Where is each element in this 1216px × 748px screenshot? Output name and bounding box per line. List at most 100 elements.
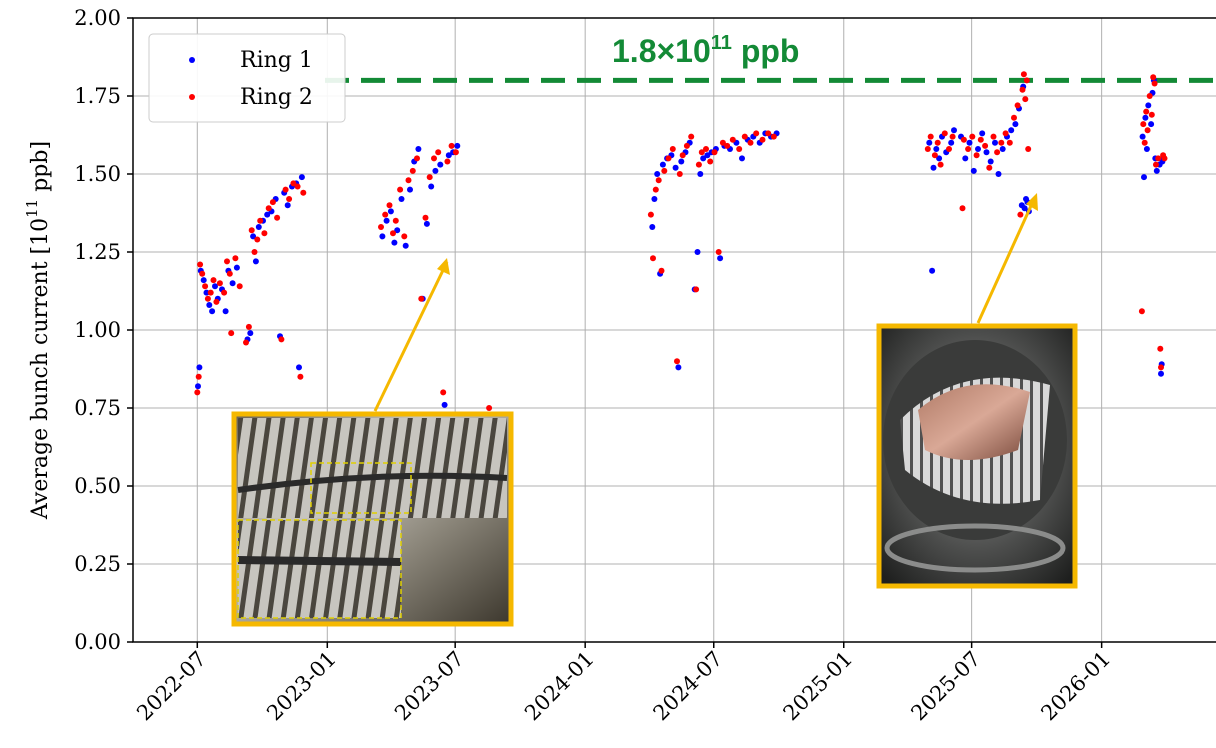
x-tick-label: 2023-01 <box>262 647 341 726</box>
point-ring-2 <box>282 186 289 193</box>
x-tick-label: 2024-01 <box>520 647 599 726</box>
point-ring-2 <box>236 283 243 290</box>
point-ring-2 <box>1138 308 1145 315</box>
point-ring-2 <box>435 149 442 156</box>
point-ring-1 <box>1139 133 1146 140</box>
point-ring-2 <box>297 373 304 380</box>
inset-photo-right <box>876 193 1078 589</box>
point-ring-2 <box>729 136 736 143</box>
point-ring-2 <box>1014 102 1021 109</box>
point-ring-2 <box>204 295 211 302</box>
point-ring-2 <box>390 230 396 237</box>
point-ring-1 <box>432 167 439 174</box>
point-ring-1 <box>200 277 207 284</box>
point-ring-1 <box>659 161 666 168</box>
point-ring-1 <box>651 196 658 202</box>
point-ring-2 <box>254 236 261 243</box>
point-ring-2 <box>444 158 451 165</box>
point-ring-2 <box>1155 155 1162 162</box>
point-ring-1 <box>391 239 398 246</box>
point-ring-1 <box>387 208 394 215</box>
x-axis-ticks: 2022-07 2023-01 2023-07 2024-01 2024-07 2025-… <box>132 642 1115 725</box>
legend-marker-ring-1 <box>189 57 195 63</box>
point-ring-2 <box>969 133 976 140</box>
point-ring-2 <box>257 217 264 224</box>
target-label: 1.8×1011 ppb <box>612 32 799 69</box>
point-ring-2 <box>960 136 967 143</box>
point-ring-2 <box>931 152 938 159</box>
point-ring-1 <box>948 139 955 146</box>
point-ring-2 <box>998 139 1005 146</box>
point-ring-1 <box>962 155 969 162</box>
point-ring-2 <box>753 130 760 137</box>
point-ring-1 <box>697 171 704 177</box>
point-ring-1 <box>1141 174 1147 181</box>
inset-photo-left <box>231 258 514 627</box>
point-ring-1 <box>445 152 452 159</box>
point-ring-1 <box>933 146 940 152</box>
point-ring-1 <box>296 364 302 371</box>
point-ring-2 <box>650 255 656 262</box>
point-ring-2 <box>977 136 984 143</box>
y-axis-ticks: 0.00 0.25 0.50 0.75 1.00 1.25 1.50 1.75 2.00 <box>74 6 133 654</box>
point-ring-1 <box>1021 205 1028 212</box>
point-ring-1 <box>454 142 461 149</box>
y-tick-label: 1.00 <box>74 318 121 342</box>
point-ring-1 <box>1145 102 1152 109</box>
point-ring-2 <box>378 224 384 230</box>
point-ring-1 <box>999 146 1006 152</box>
point-ring-1 <box>441 401 448 408</box>
point-ring-1 <box>203 289 210 296</box>
point-ring-2 <box>294 183 301 190</box>
point-ring-2 <box>1019 86 1026 93</box>
x-tick-label: 2024-07 <box>649 647 728 726</box>
y-tick-label: 1.25 <box>74 240 121 264</box>
point-ring-2 <box>274 214 281 221</box>
point-ring-2 <box>674 358 680 365</box>
point-ring-1 <box>930 164 937 171</box>
point-ring-2 <box>286 196 293 202</box>
point-ring-1 <box>654 171 661 177</box>
point-ring-2 <box>1157 345 1164 352</box>
point-ring-2 <box>1161 155 1168 162</box>
point-ring-2 <box>937 161 944 168</box>
point-ring-2 <box>1151 80 1158 87</box>
point-ring-2 <box>973 152 980 159</box>
point-ring-2 <box>1148 111 1155 118</box>
point-ring-2 <box>665 155 672 162</box>
point-ring-2 <box>994 149 1001 156</box>
point-ring-2 <box>1150 74 1157 81</box>
point-ring-2 <box>1146 93 1153 99</box>
point-ring-1 <box>717 255 724 262</box>
point-ring-1 <box>1148 121 1155 128</box>
point-ring-1 <box>394 227 401 234</box>
point-ring-2 <box>486 405 493 411</box>
point-ring-2 <box>759 136 766 143</box>
point-ring-2 <box>927 133 934 140</box>
y-tick-label: 2.00 <box>74 6 121 30</box>
point-ring-1 <box>423 220 430 227</box>
point-ring-2 <box>386 202 393 209</box>
point-ring-2 <box>693 286 700 293</box>
point-ring-2 <box>1002 130 1009 137</box>
point-ring-2 <box>221 289 228 296</box>
point-ring-1 <box>936 155 943 162</box>
point-ring-2 <box>724 142 731 149</box>
point-ring-2 <box>197 261 204 268</box>
point-ring-1 <box>1142 114 1149 121</box>
point-ring-1 <box>1153 167 1160 174</box>
point-ring-2 <box>741 133 748 140</box>
point-ring-2 <box>698 149 705 156</box>
point-ring-2 <box>290 180 297 187</box>
point-ring-2 <box>224 258 230 265</box>
point-ring-2 <box>448 142 455 149</box>
point-ring-2 <box>392 217 399 224</box>
legend: Ring 1 Ring 2 <box>148 33 346 123</box>
point-ring-1 <box>195 383 201 390</box>
point-ring-1 <box>700 155 707 162</box>
x-tick-label: 2025-07 <box>907 647 986 726</box>
point-ring-2 <box>226 270 233 277</box>
point-ring-2 <box>1158 364 1164 371</box>
point-ring-1 <box>398 196 405 202</box>
